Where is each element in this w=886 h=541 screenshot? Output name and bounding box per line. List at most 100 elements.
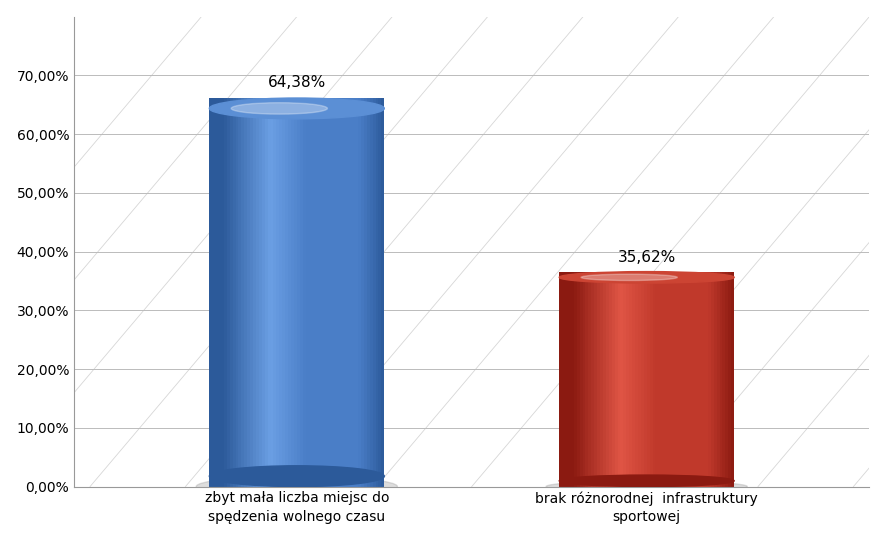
Bar — [629, 272, 632, 283]
Bar — [236, 98, 238, 119]
Bar — [294, 119, 297, 486]
Bar — [274, 119, 276, 486]
Bar — [577, 272, 579, 283]
Bar — [209, 98, 213, 119]
Bar — [591, 272, 595, 283]
Text: 35,62%: 35,62% — [618, 249, 676, 265]
Bar — [276, 119, 279, 486]
Bar — [329, 119, 331, 486]
Bar — [270, 119, 274, 486]
Ellipse shape — [581, 274, 677, 281]
Bar — [256, 119, 259, 486]
Bar — [681, 272, 685, 283]
Bar — [335, 119, 338, 486]
Bar — [685, 272, 688, 283]
Bar — [696, 272, 699, 283]
Bar — [615, 283, 618, 486]
Bar — [728, 272, 731, 283]
Bar — [346, 119, 349, 486]
Bar — [618, 272, 620, 283]
Bar — [571, 272, 574, 283]
Bar — [326, 98, 329, 119]
Bar — [586, 272, 588, 283]
Bar — [719, 283, 722, 486]
Bar — [722, 283, 726, 486]
Bar — [658, 283, 661, 486]
Bar — [311, 119, 315, 486]
Bar — [329, 98, 331, 119]
Bar — [344, 98, 346, 119]
Bar — [571, 283, 574, 486]
Ellipse shape — [559, 475, 734, 486]
Bar — [306, 98, 308, 119]
Bar — [717, 272, 719, 283]
Bar — [588, 283, 591, 486]
Bar — [373, 119, 376, 486]
Bar — [315, 98, 317, 119]
Bar — [632, 283, 635, 486]
Bar — [229, 119, 233, 486]
Bar — [582, 272, 586, 283]
Bar — [274, 98, 276, 119]
Bar — [688, 283, 690, 486]
Bar — [299, 119, 303, 486]
Bar — [673, 272, 676, 283]
Bar — [378, 119, 381, 486]
Bar — [649, 272, 652, 283]
Bar — [579, 272, 582, 283]
Bar — [353, 98, 355, 119]
Bar — [670, 272, 673, 283]
Bar — [586, 283, 588, 486]
Bar — [315, 119, 317, 486]
Bar — [624, 283, 626, 486]
Bar — [667, 283, 670, 486]
Bar — [652, 283, 656, 486]
Bar — [294, 98, 297, 119]
Bar — [606, 283, 609, 486]
Bar — [661, 283, 664, 486]
Bar — [722, 272, 726, 283]
Bar — [279, 119, 283, 486]
Bar — [259, 119, 262, 486]
Bar — [355, 119, 358, 486]
Bar — [679, 272, 681, 283]
Bar — [644, 272, 647, 283]
Bar — [338, 98, 340, 119]
Bar — [638, 272, 641, 283]
Bar — [265, 98, 268, 119]
Bar — [600, 272, 603, 283]
Bar — [283, 98, 285, 119]
Bar — [626, 283, 629, 486]
Bar — [270, 98, 274, 119]
Bar — [247, 119, 250, 486]
Bar — [288, 98, 291, 119]
Ellipse shape — [196, 476, 398, 497]
Bar — [641, 272, 644, 283]
Bar — [358, 98, 361, 119]
Bar — [731, 272, 734, 283]
Bar — [381, 119, 385, 486]
Bar — [574, 283, 577, 486]
Bar — [247, 98, 250, 119]
Bar — [221, 119, 224, 486]
Bar — [369, 119, 373, 486]
Bar — [340, 119, 344, 486]
Bar — [262, 98, 265, 119]
Bar — [233, 98, 236, 119]
Bar — [714, 272, 717, 283]
Bar — [696, 283, 699, 486]
Bar — [641, 283, 644, 486]
Bar — [664, 272, 667, 283]
Bar — [233, 119, 236, 486]
Bar — [638, 283, 641, 486]
Bar — [603, 272, 606, 283]
Bar — [291, 98, 294, 119]
Ellipse shape — [231, 103, 328, 114]
Bar — [620, 272, 624, 283]
Bar — [311, 98, 315, 119]
Bar — [595, 272, 597, 283]
Bar — [378, 98, 381, 119]
Ellipse shape — [209, 98, 385, 119]
Bar — [565, 272, 568, 283]
Ellipse shape — [559, 272, 734, 283]
